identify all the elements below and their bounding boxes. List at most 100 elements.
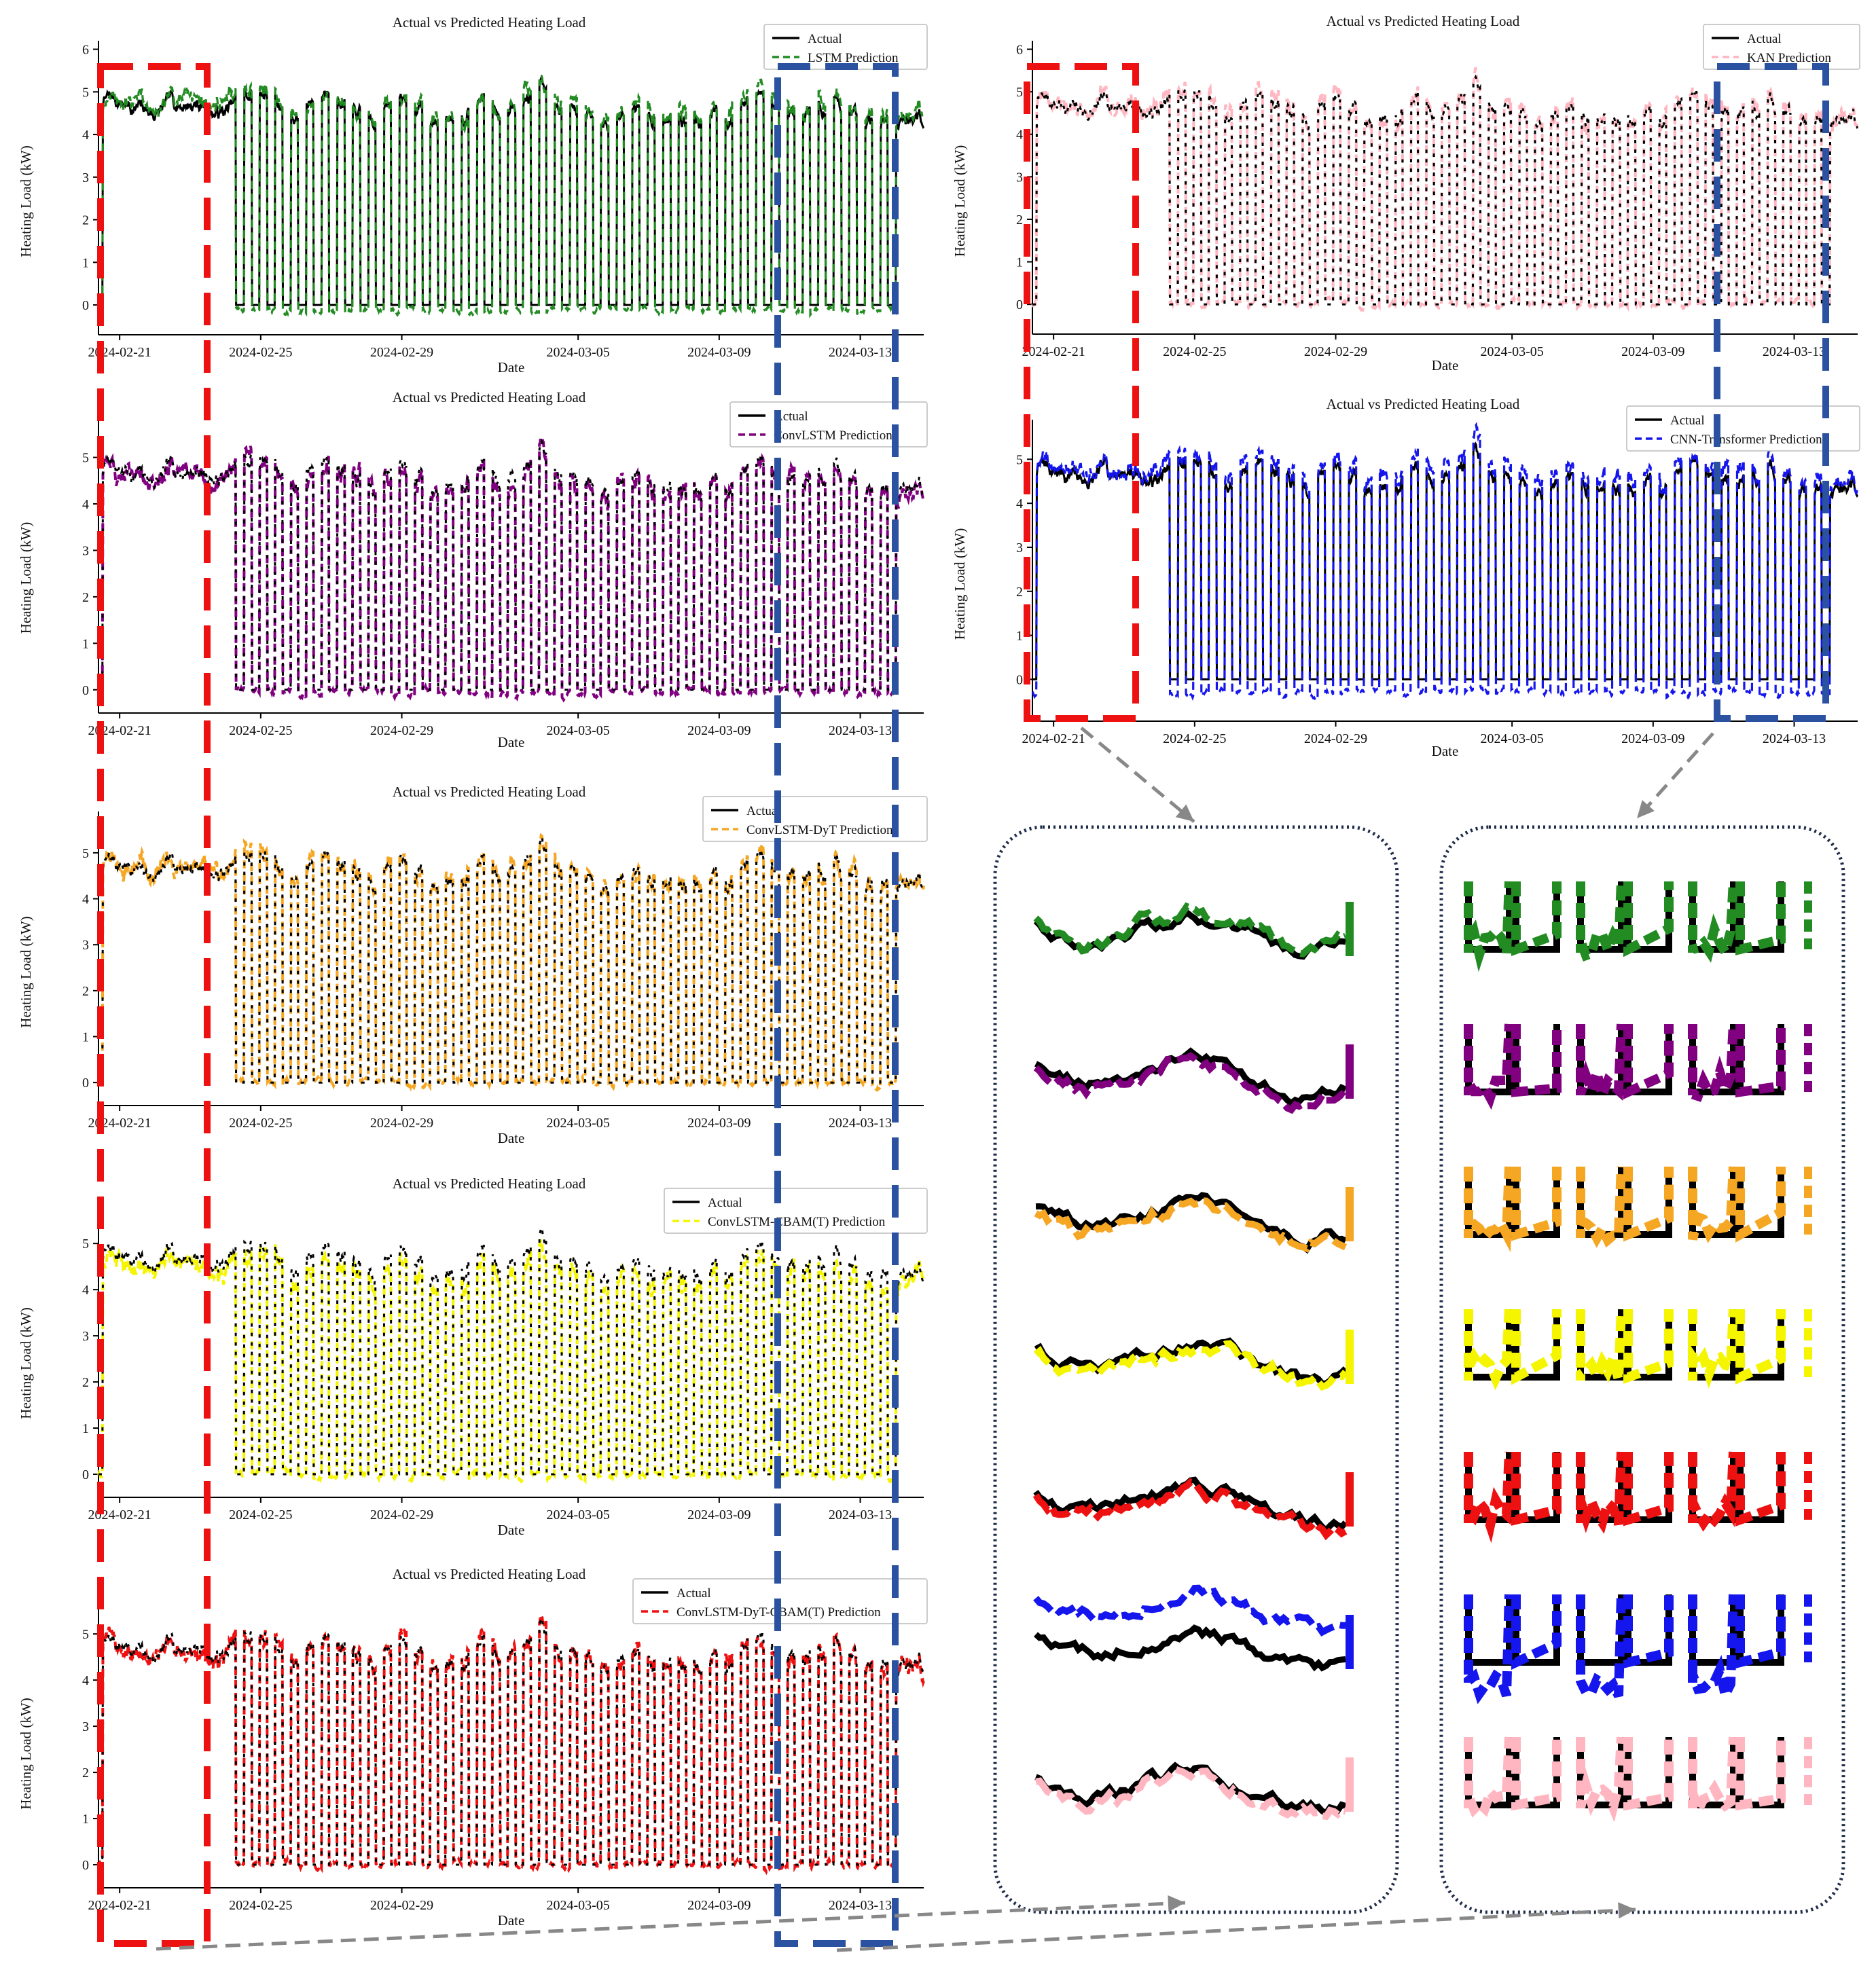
- zoom-actual-trace: [1033, 1624, 1346, 1672]
- arrow-bottom-to-zoom-left: [156, 1895, 1186, 1951]
- x-tick-label: 2024-02-25: [229, 723, 292, 738]
- x-tick-label: 2024-03-13: [829, 1508, 892, 1522]
- x-tick-label: 2024-02-25: [229, 1116, 292, 1131]
- x-tick-label: 2024-02-29: [370, 1116, 433, 1131]
- y-tick-label: 3: [82, 1719, 89, 1734]
- zoom-prediction-pulse: [1464, 1594, 1562, 1704]
- chart-title: Actual vs Predicted Heating Load: [393, 389, 586, 405]
- x-tick-label: 2024-03-09: [687, 1508, 751, 1522]
- series-actual: [1032, 441, 1859, 680]
- highlight-left-column: [97, 63, 211, 1947]
- zoom-prediction-pulse: [1576, 1451, 1674, 1534]
- zoom-prediction-pulse: [1688, 881, 1786, 964]
- zoom-layer: [993, 825, 1845, 1914]
- x-tick-label: 2024-03-09: [687, 1898, 751, 1913]
- series-prediction: [97, 435, 925, 703]
- zoom-prediction-pulse: [1688, 1023, 1786, 1104]
- legend-label-actual: Actual: [708, 1196, 742, 1210]
- y-axis-label: Heating Load (kW): [18, 522, 34, 634]
- legend-label-actual: Actual: [1670, 414, 1705, 428]
- y-tick-label: 4: [82, 128, 89, 143]
- x-axis-label: Date: [498, 359, 525, 376]
- y-tick-label: 1: [82, 1812, 89, 1827]
- x-tick-label: 2024-03-13: [1763, 731, 1826, 746]
- y-tick-label: 6: [1016, 43, 1023, 58]
- zoom-prediction-pulse: [1464, 1736, 1562, 1818]
- zoom-prediction-pulse: [1576, 1166, 1674, 1248]
- series-prediction: [97, 1239, 925, 1485]
- y-axis-label: Heating Load (kW): [952, 145, 968, 257]
- y-tick-label: 5: [82, 85, 89, 100]
- zoom-prediction-pulse: [1688, 1451, 1786, 1532]
- chart-title: Actual vs Predicted Heating Load: [393, 1175, 586, 1192]
- arrow-to-zoom-left: [1080, 727, 1195, 823]
- chart-title: Actual vs Predicted Heating Load: [393, 14, 586, 31]
- legend: Actual LSTM Prediction: [763, 24, 928, 70]
- chart-title: Actual vs Predicted Heating Load: [1327, 396, 1520, 412]
- y-tick-label: 5: [1016, 85, 1023, 100]
- y-tick-label: 0: [82, 1467, 89, 1482]
- y-tick-label: 2: [82, 1375, 89, 1390]
- y-tick-label: 1: [82, 636, 89, 651]
- y-tick-label: 3: [1016, 170, 1023, 185]
- y-tick-label: 2: [82, 590, 89, 605]
- legend: Actual ConvLSTM-DyT Prediction: [702, 796, 928, 842]
- series-actual: [98, 834, 925, 1084]
- legend-label-actual: Actual: [808, 32, 842, 46]
- y-tick-label: 0: [1016, 297, 1023, 312]
- x-tick-label: 2024-03-05: [546, 1508, 609, 1522]
- legend-label-prediction: LSTM Prediction: [808, 51, 899, 65]
- y-tick-label: 1: [82, 1421, 89, 1436]
- charts-layer: Actual vs Predicted Heating Load 0 1 2 3 4 5 6 2…: [18, 13, 1860, 1929]
- y-tick-label: 4: [82, 1283, 89, 1298]
- legend-label-prediction: ConvLSTM Prediction: [774, 428, 892, 443]
- x-tick-label: 2024-02-21: [1022, 344, 1085, 359]
- x-tick-label: 2024-03-09: [1621, 731, 1684, 746]
- chart-cnn_transformer: Actual vs Predicted Heating Load 0 1 2 3 4 5 20…: [952, 396, 1860, 759]
- x-tick-label: 2024-02-29: [1304, 731, 1367, 746]
- x-tick-label: 2024-02-21: [1022, 731, 1085, 746]
- zoom-right: [1439, 825, 1845, 1914]
- y-tick-label: 3: [82, 543, 89, 558]
- x-tick-label: 2024-02-29: [370, 1508, 433, 1522]
- y-tick-label: 5: [82, 1627, 89, 1642]
- x-tick-label: 2024-02-29: [370, 345, 433, 360]
- y-tick-label: 3: [82, 1329, 89, 1344]
- x-tick-label: 2024-03-09: [1621, 344, 1684, 359]
- x-axis-label: Date: [498, 1912, 525, 1929]
- y-tick-label: 5: [82, 1237, 89, 1252]
- chart-convlstm_dyt_cbam: Actual vs Predicted Heating Load 0 1 2 3 4 5 20…: [18, 1566, 928, 1929]
- legend-box: [664, 1188, 928, 1234]
- x-axis-label: Date: [498, 734, 525, 750]
- x-tick-label: 2024-03-05: [1480, 344, 1543, 359]
- zoom-prediction-trace: [1034, 1197, 1348, 1253]
- arrow-head: [1637, 800, 1655, 818]
- x-axis-label: Date: [498, 1522, 525, 1538]
- legend: Actual ConvLSTM-CBAM(T) Prediction: [664, 1188, 928, 1234]
- y-tick-label: 2: [1016, 213, 1023, 227]
- zoom-left: [993, 825, 1399, 1914]
- y-tick-label: 2: [82, 213, 89, 228]
- highlight-right-rightcol: [1714, 63, 1829, 722]
- y-tick-label: 2: [82, 984, 89, 999]
- zoom-prediction-pulse: [1464, 1309, 1562, 1391]
- series-prediction: [1032, 422, 1859, 702]
- x-tick-label: 2024-03-09: [687, 723, 751, 738]
- legend: Actual CNN-Transformer Prediction: [1626, 405, 1860, 452]
- arrow-head: [1175, 804, 1194, 822]
- zoom-prediction-trace: [1033, 1584, 1346, 1637]
- y-tick-label: 0: [82, 1858, 89, 1873]
- arrow-shaft: [1636, 732, 1714, 820]
- y-axis-label: Heating Load (kW): [18, 916, 34, 1027]
- legend: Actual KAN Prediction: [1703, 24, 1860, 70]
- chart-convlstm_cbam: Actual vs Predicted Heating Load 0 1 2 3 4 5 20…: [18, 1175, 928, 1538]
- zoom-prediction-trace: [1035, 1765, 1346, 1821]
- x-axis-label: Date: [498, 1130, 525, 1146]
- zoom-prediction-pulse: [1464, 1451, 1562, 1544]
- x-tick-label: 2024-03-13: [829, 1898, 892, 1913]
- x-tick-label: 2024-02-25: [229, 1508, 292, 1522]
- series-prediction: [1031, 67, 1859, 313]
- x-tick-label: 2024-02-21: [88, 1898, 151, 1913]
- y-tick-label: 3: [1016, 541, 1023, 555]
- x-tick-label: 2024-03-09: [687, 345, 751, 360]
